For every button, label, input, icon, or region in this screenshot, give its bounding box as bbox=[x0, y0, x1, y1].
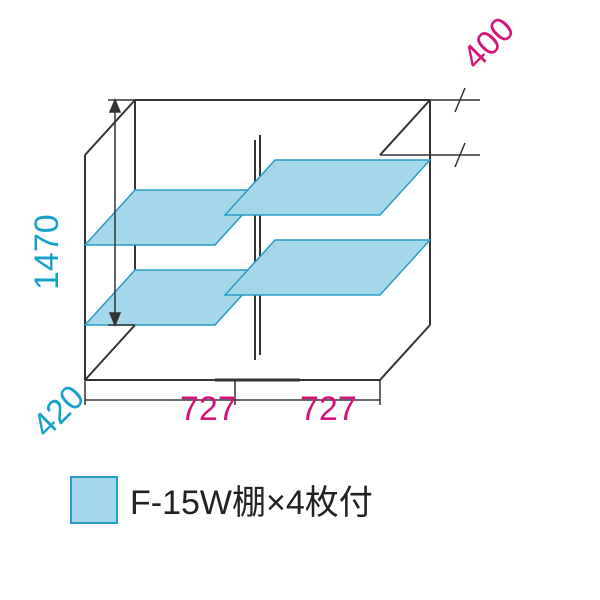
dim-width-left: 727 bbox=[180, 390, 237, 429]
diagram-canvas: 1470 400 420 727 727 bbox=[60, 60, 540, 540]
legend-text: F-15W棚×4枚付 bbox=[130, 475, 373, 524]
legend: F-15W棚×4枚付 bbox=[70, 475, 373, 524]
dim-width-right: 727 bbox=[300, 390, 357, 429]
dim-height: 1470 bbox=[28, 214, 67, 290]
legend-swatch bbox=[70, 476, 118, 524]
